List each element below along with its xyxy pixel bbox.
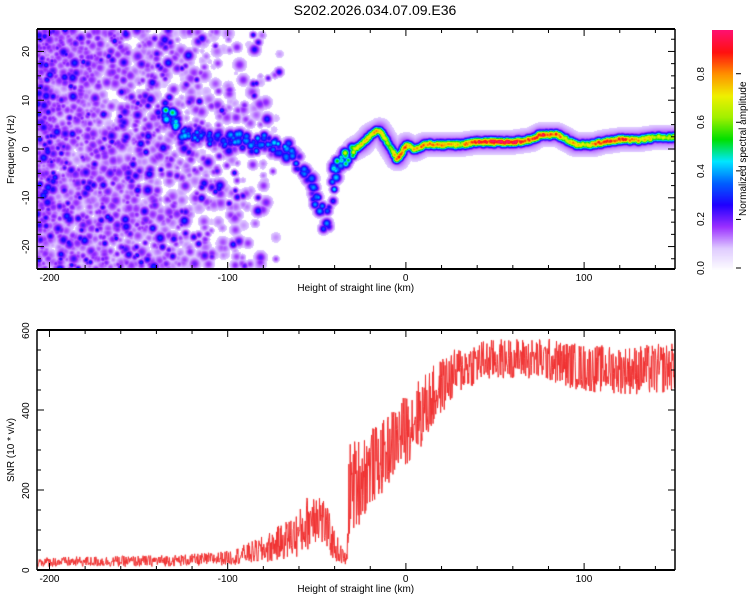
snr-y-tick-label: 200 xyxy=(21,481,32,499)
snr-x-axis-label: Height of straight line (km) xyxy=(297,584,415,595)
spectrogram-x-tick-label: 100 xyxy=(575,273,593,284)
colorbar-tick-label: 0.6 xyxy=(696,115,707,130)
snr-y-tick-label: 600 xyxy=(21,321,32,339)
colorbar-tick-label: 0.4 xyxy=(696,163,707,178)
colorbar-tick-label: 0.0 xyxy=(696,261,707,275)
spectrogram-heatmap xyxy=(37,29,675,269)
snr-y-tick-label: 0 xyxy=(21,567,32,573)
snr-x-tick-label: 0 xyxy=(402,574,409,585)
spectrogram-y-tick-label: -10 xyxy=(21,190,32,205)
colorbar xyxy=(712,30,733,270)
chart-title: S202.2026.034.07.09.E36 xyxy=(293,2,457,18)
colorbar-label: Normalized spectral amplitude xyxy=(738,80,749,216)
spectrogram-y-tick-label: 10 xyxy=(21,94,32,106)
spectrogram-x-tick-label: 0 xyxy=(402,273,409,284)
snr-x-tick-label: -100 xyxy=(217,574,238,585)
spectrogram-x-tick-label: -200 xyxy=(39,273,60,284)
snr-line-plot xyxy=(37,330,675,570)
spectrogram-y-tick-label: -20 xyxy=(21,239,32,254)
spectrogram-x-axis-label: Height of straight line (km) xyxy=(297,283,415,294)
snr-x-tick-label: -200 xyxy=(39,574,60,585)
colorbar-tick-label: 0.2 xyxy=(696,212,707,227)
snr-y-tick-label: 400 xyxy=(21,401,32,419)
spectrogram-y-tick-label: 0 xyxy=(21,146,32,152)
snr-y-axis-label: SNR (10 * v/v) xyxy=(6,418,17,482)
spectrogram-y-tick-label: 20 xyxy=(21,45,32,57)
snr-x-tick-label: 100 xyxy=(575,574,593,585)
spectrogram-x-tick-label: -100 xyxy=(217,273,238,284)
colorbar-tick-label: 0.8 xyxy=(696,66,707,81)
spectrogram-y-axis-label: Frequency (Hz) xyxy=(6,114,17,184)
